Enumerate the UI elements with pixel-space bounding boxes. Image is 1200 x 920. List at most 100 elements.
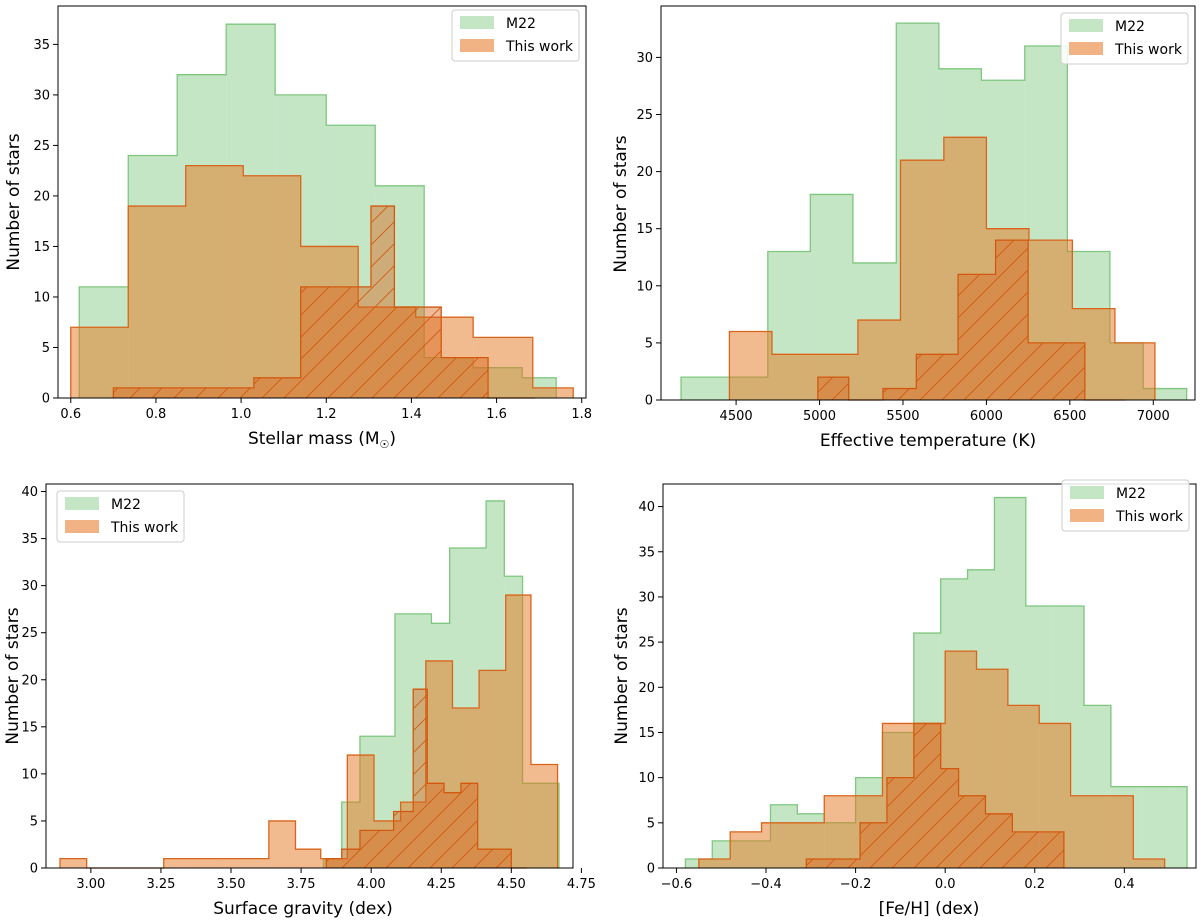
step-outline <box>817 239 1126 401</box>
bar-hatch <box>370 206 395 398</box>
axis-ticks: 0.6 0.8 1.0 1.2 1.4 1.6 1.8 0 5 10 15 20 25 30 35 <box>33 38 592 422</box>
legend-swatch-this-work <box>1070 509 1104 522</box>
legend-swatch-m22 <box>1069 19 1103 32</box>
series-hatch <box>805 722 1065 868</box>
x-tick-label: 4.25 <box>427 877 456 892</box>
step-outline <box>70 164 574 398</box>
y-tick-label: 10 <box>33 290 50 305</box>
y-tick-label: 5 <box>645 336 653 351</box>
bar <box>1133 858 1165 868</box>
x-axis-label: Stellar mass (M☉) <box>248 429 396 451</box>
legend-label-m22: M22 <box>1115 19 1145 35</box>
x-tick-label: 1.2 <box>316 407 337 422</box>
x-tick-label: 3.50 <box>217 877 246 892</box>
legend-swatch-this-work <box>460 39 494 52</box>
y-tick-label: 30 <box>636 51 653 66</box>
bar-hatch <box>207 387 231 398</box>
x-tick-label: 6500 <box>1053 409 1086 424</box>
legend-label-m22: M22 <box>111 497 141 513</box>
bar <box>1169 786 1188 868</box>
x-tick-label: −0.4 <box>750 877 782 892</box>
y-tick-label: 15 <box>636 222 653 237</box>
bar <box>185 165 244 398</box>
legend-swatch-m22 <box>1070 486 1104 499</box>
bar-hatch <box>958 274 996 400</box>
bar <box>761 822 793 868</box>
x-tick-label: 6000 <box>970 409 1003 424</box>
bar-hatch <box>916 354 959 400</box>
y-tick-label: 15 <box>638 726 655 741</box>
x-tick-label: 5500 <box>886 409 919 424</box>
x-tick-label: 3.75 <box>287 877 316 892</box>
plot-frame <box>45 483 574 869</box>
y-tick-label: 30 <box>638 590 655 605</box>
series-hatch <box>817 239 1126 401</box>
bar-hatch <box>1012 831 1040 868</box>
legend-swatch-this-work <box>1069 42 1103 55</box>
y-axis-label: Number of stars <box>4 133 24 270</box>
x-tick-label: −0.2 <box>840 877 872 892</box>
bar <box>70 327 129 398</box>
legend: M22 This work <box>1061 479 1190 532</box>
bar-hatch <box>460 783 478 868</box>
y-tick-label: 35 <box>21 532 38 547</box>
x-tick-label: 1.8 <box>571 407 592 422</box>
y-tick-label: 30 <box>21 579 38 594</box>
bar-hatch <box>817 377 849 400</box>
bar <box>242 858 269 868</box>
y-tick-label: 15 <box>21 720 38 735</box>
legend-swatch-m22 <box>65 497 99 510</box>
bar-hatch <box>464 357 489 398</box>
bar-hatch <box>1039 831 1064 868</box>
x-tick-label: 3.25 <box>146 877 175 892</box>
legend-swatch-m22 <box>460 16 494 29</box>
bar-hatch <box>183 387 208 398</box>
series-hatch <box>112 205 535 399</box>
step-outline <box>325 688 527 869</box>
y-tick-label: 10 <box>636 279 653 294</box>
y-axis-label: Number of stars <box>3 607 23 744</box>
bar-hatch <box>394 307 418 398</box>
x-tick-label: 3.00 <box>76 877 105 892</box>
legend: M22 This work <box>1060 12 1189 65</box>
bar <box>729 331 772 400</box>
y-tick-label: 30 <box>33 88 50 103</box>
y-tick-label: 0 <box>30 862 38 877</box>
y-tick-label: 5 <box>30 814 38 829</box>
y-tick-label: 10 <box>638 771 655 786</box>
y-tick-label: 20 <box>636 165 653 180</box>
plot-frame <box>57 5 587 399</box>
series-hatch <box>325 688 527 869</box>
y-tick-label: 20 <box>21 673 38 688</box>
bar <box>771 354 816 400</box>
legend-label-this-work: This work <box>1115 509 1184 525</box>
x-tick-label: 7000 <box>1137 409 1170 424</box>
x-tick-label: −0.6 <box>661 877 693 892</box>
bar-hatch <box>985 813 1013 868</box>
bar <box>1142 786 1170 868</box>
x-tick-label: 1.0 <box>231 407 252 422</box>
bar <box>216 858 243 868</box>
y-axis-label: Number of stars <box>611 135 631 272</box>
x-axis-label: Surface gravity (dex) <box>213 899 393 919</box>
bar-hatch <box>441 357 465 398</box>
x-tick-label: 4.75 <box>567 877 596 892</box>
x-tick-label: 4500 <box>720 409 753 424</box>
legend-label-m22: M22 <box>506 16 536 32</box>
step-outline <box>698 650 1166 868</box>
y-tick-label: 40 <box>21 485 38 500</box>
y-tick-label: 25 <box>636 108 653 123</box>
y-tick-label: 0 <box>645 394 653 409</box>
x-tick-label: 5000 <box>803 409 836 424</box>
bar <box>1101 795 1134 868</box>
y-tick-label: 15 <box>33 240 50 255</box>
y-axis-label: Number of stars <box>612 607 632 744</box>
y-tick-label: 25 <box>33 139 50 154</box>
bar <box>681 377 725 400</box>
axis-ticks: 4500 5000 5500 6000 6500 7000 0 5 10 15 20 25 30 <box>636 51 1169 424</box>
histogram-bars <box>680 22 1188 401</box>
legend-swatch-this-work <box>65 520 99 533</box>
bar-hatch <box>359 830 377 868</box>
bar-hatch <box>136 387 161 398</box>
step-outline <box>728 136 1156 400</box>
